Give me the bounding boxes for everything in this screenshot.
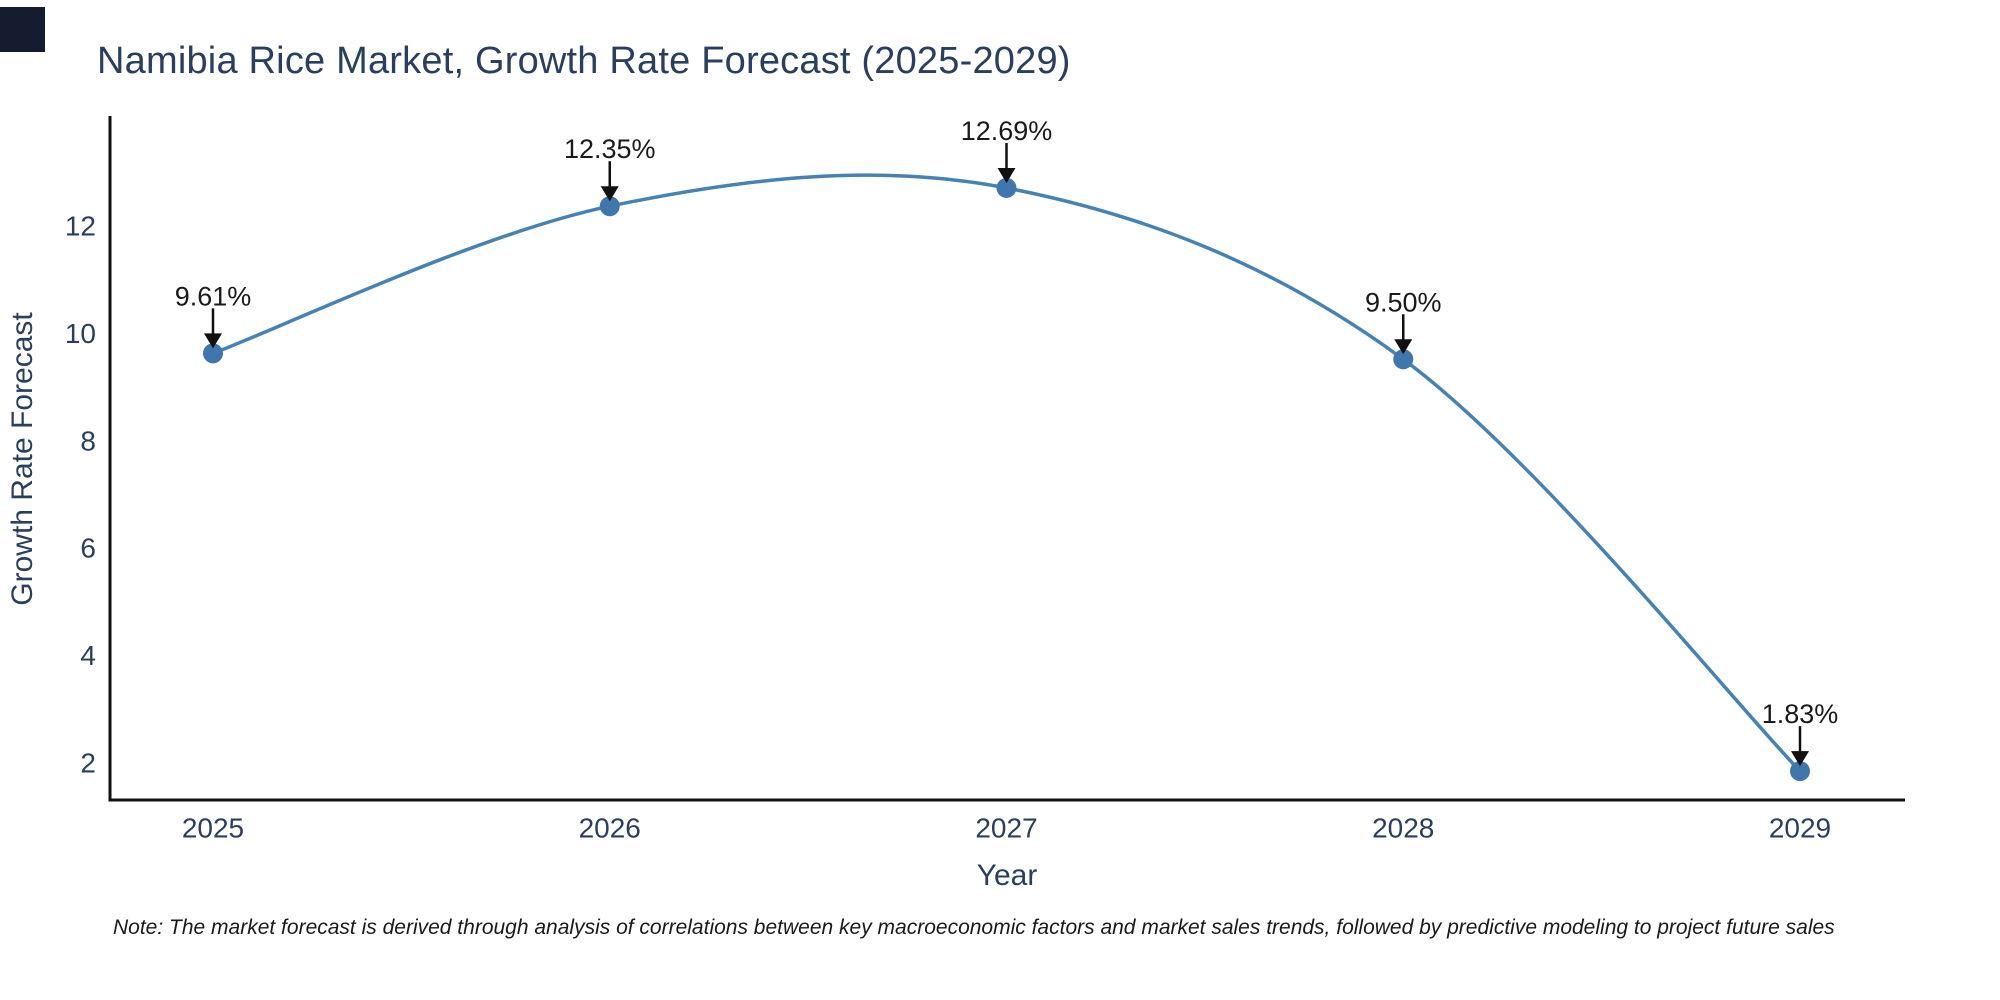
y-tick-label: 2: [80, 748, 96, 779]
annotation-label: 9.50%: [1365, 287, 1442, 317]
annotation-label: 12.35%: [564, 134, 656, 164]
data-point: [996, 177, 1017, 198]
data-point: [1790, 761, 1810, 782]
x-tick-label: 2028: [1372, 813, 1434, 844]
annotation-arrowhead: [1791, 751, 1809, 767]
x-tick-label: 2025: [182, 813, 244, 844]
annotation-arrowhead: [1394, 339, 1413, 355]
chart-title: Namibia Rice Market, Growth Rate Forecas…: [97, 40, 1071, 82]
y-tick-label: 12: [65, 211, 96, 242]
annotation-label: 12.69%: [961, 116, 1053, 146]
data-point: [599, 196, 620, 217]
annotation-label: 9.61%: [175, 281, 252, 311]
corner-decoration-square: [0, 7, 45, 52]
y-axis-title: Growth Rate Forecast: [6, 312, 39, 606]
data-point: [203, 343, 223, 364]
chart-footnote: Note: The market forecast is derived thr…: [113, 916, 1835, 939]
forecast-line: [212, 173, 1802, 773]
annotation-arrowhead: [204, 333, 222, 349]
x-tick-label: 2029: [1769, 813, 1831, 844]
y-tick-label: 10: [65, 318, 96, 349]
data-point: [1393, 349, 1414, 370]
annotation-label: 1.83%: [1762, 699, 1839, 729]
y-tick-label: 4: [80, 640, 96, 671]
x-tick-label: 2027: [975, 813, 1037, 844]
annotation-arrowhead: [997, 167, 1016, 183]
y-tick-label: 8: [80, 425, 96, 456]
x-tick-label: 2026: [579, 813, 641, 844]
x-axis-title: Year: [977, 859, 1038, 892]
y-tick-label: 6: [80, 533, 96, 564]
plot-layer: 2 4 6 8 10 12 2025 2026 2027 2028 2029 9.61% 12.35% 1…: [65, 116, 1838, 844]
annotation-arrowhead: [600, 186, 619, 202]
